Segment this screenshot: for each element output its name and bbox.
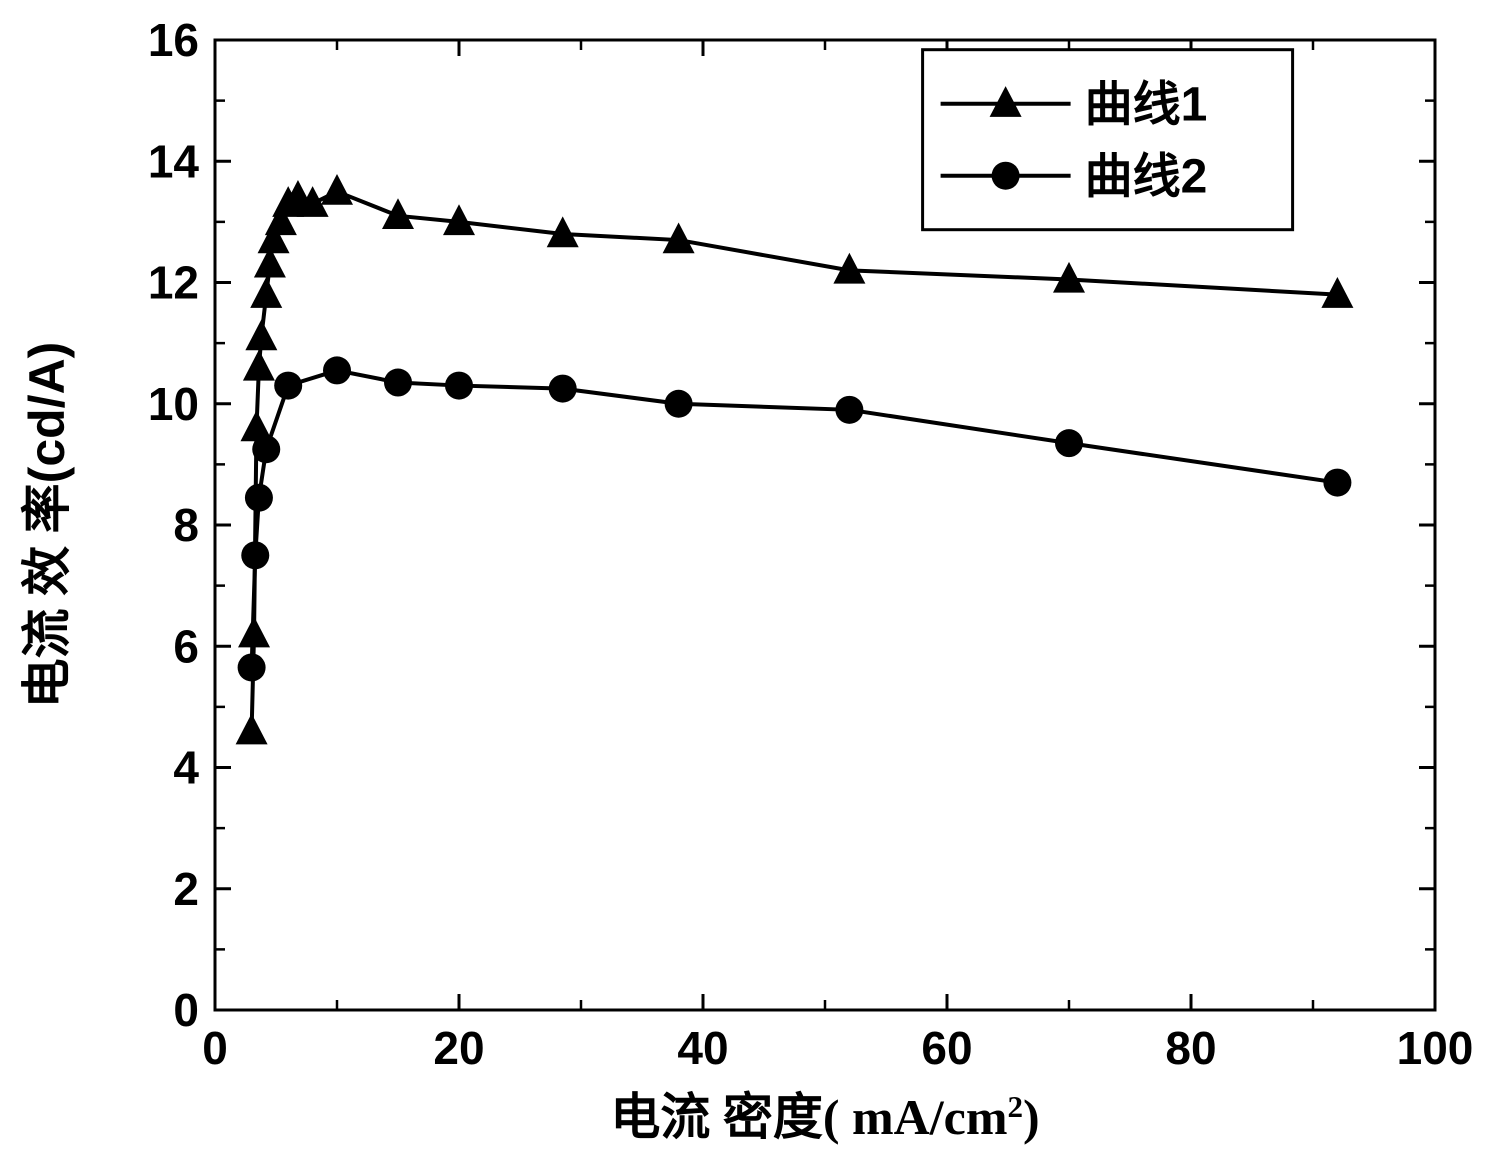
marker-curve2 [1055,429,1083,457]
marker-curve2 [252,435,280,463]
x-tick-label: 80 [1165,1022,1216,1074]
y-tick-label: 14 [148,135,200,187]
marker-curve2 [241,541,269,569]
marker-curve2 [238,653,266,681]
efficiency-vs-current-density-chart: 0 20 40 60 80 100 0 2 4 6 8 10 12 14 16 电流 密度( mA/cm2) 电… [0,0,1485,1166]
y-tick-label: 10 [148,378,199,430]
marker-curve2 [1323,469,1351,497]
legend-label-curve1: 曲线1 [1085,79,1208,132]
x-tick-label: 40 [677,1022,728,1074]
y-tick-label: 8 [173,499,199,551]
marker-curve2 [384,369,412,397]
marker-curve2 [549,375,577,403]
legend-marker-curve2 [992,162,1020,190]
marker-curve2 [665,390,693,418]
y-tick-label: 6 [173,620,199,672]
chart-svg: 0 20 40 60 80 100 0 2 4 6 8 10 12 14 16 电流 密度( mA/cm2) 电… [0,0,1485,1166]
x-tick-label: 60 [921,1022,972,1074]
x-axis-title: 电流 密度( mA/cm2) [610,1089,1039,1146]
marker-curve2 [245,484,273,512]
legend-label-curve2: 曲线2 [1085,151,1208,204]
x-tick-label: 100 [1397,1022,1474,1074]
y-tick-label: 2 [173,863,199,915]
y-tick-label: 0 [173,984,199,1036]
marker-curve2 [835,396,863,424]
x-tick-label: 20 [433,1022,484,1074]
x-tick-label: 0 [202,1022,228,1074]
y-axis-title: 电流 效 率(cd/A) [19,342,75,709]
y-tick-label: 4 [173,742,199,794]
y-tick-label: 16 [148,14,199,66]
marker-curve2 [323,356,351,384]
legend: 曲线1曲线2 [923,50,1293,230]
y-tick-label: 12 [148,257,199,309]
marker-curve2 [445,372,473,400]
marker-curve2 [274,372,302,400]
